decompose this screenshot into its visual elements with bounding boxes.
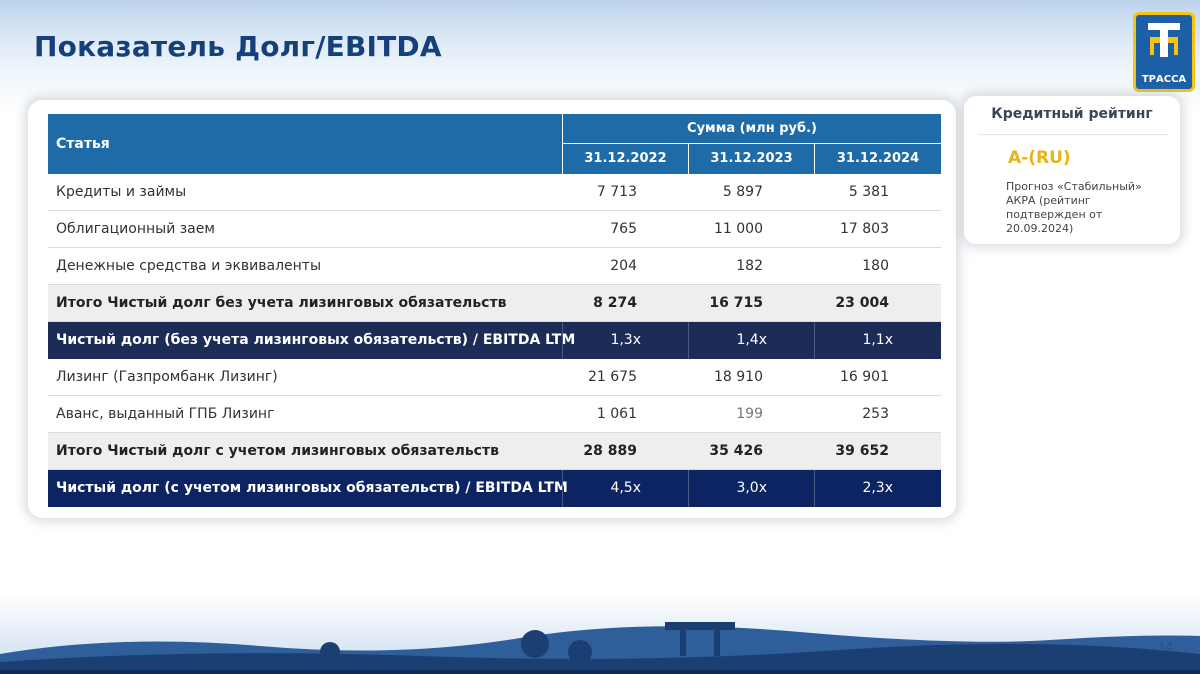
row-value: 180 xyxy=(862,258,889,274)
table-row-ratio: Чистый долг (с учетом лизинговых обязате… xyxy=(48,470,941,507)
logo-text: ТРАССА xyxy=(1141,74,1187,85)
row-value: 18 910 xyxy=(714,369,763,385)
row-value: 3,0x xyxy=(736,480,767,496)
header-summa: Сумма (млн руб.) xyxy=(563,114,941,143)
column-divider xyxy=(814,322,815,359)
trassa-logo: ТРАССА xyxy=(1133,12,1195,92)
header-date-2024: 31.12.2024 xyxy=(815,144,941,174)
table-row: Облигационный заем 765 11 000 17 803 xyxy=(48,211,941,248)
row-value: 1 061 xyxy=(596,406,637,422)
table-row: Кредиты и займы 7 713 5 897 5 381 xyxy=(48,174,941,211)
rating-description: Прогноз «Стабильный» АКРА (рейтинг подтв… xyxy=(1006,180,1142,235)
row-value: 5 897 xyxy=(722,184,763,200)
table-row: Лизинг (Газпромбанк Лизинг) 21 675 18 91… xyxy=(48,359,941,396)
row-label: Итого Чистый долг с учетом лизинговых об… xyxy=(56,443,499,459)
row-value: 23 004 xyxy=(835,295,889,311)
row-label: Лизинг (Газпромбанк Лизинг) xyxy=(56,369,278,385)
row-value: 8 274 xyxy=(593,295,637,311)
rating-value: A-(RU) xyxy=(1008,148,1071,168)
row-value: 199 xyxy=(736,406,763,422)
page-number: 14 xyxy=(1158,640,1174,654)
row-value: 2,3x xyxy=(862,480,893,496)
row-label: Итого Чистый долг без учета лизинговых о… xyxy=(56,295,507,311)
row-value: 28 889 xyxy=(583,443,637,459)
table-row: Аванс, выданный ГПБ Лизинг 1 061 199 253 xyxy=(48,396,941,433)
debt-table-card: Статья Сумма (млн руб.) 31.12.2022 31.12… xyxy=(28,100,956,518)
column-divider xyxy=(688,470,689,507)
row-value: 21 675 xyxy=(588,369,637,385)
debt-ebitda-table: Статья Сумма (млн руб.) 31.12.2022 31.12… xyxy=(48,114,941,507)
table-row-total: Итого Чистый долг без учета лизинговых о… xyxy=(48,285,941,322)
column-divider xyxy=(562,322,563,359)
table-row-total: Итого Чистый долг с учетом лизинговых об… xyxy=(48,433,941,470)
table-row-ratio: Чистый долг (без учета лизинговых обязат… xyxy=(48,322,941,359)
footer-landscape-illustration xyxy=(0,594,1200,674)
row-value: 204 xyxy=(610,258,637,274)
row-label: Чистый долг (с учетом лизинговых обязате… xyxy=(56,480,568,496)
row-value: 253 xyxy=(862,406,889,422)
credit-rating-card: Кредитный рейтинг A-(RU) Прогноз «Стабил… xyxy=(964,96,1180,244)
row-value: 1,1x xyxy=(862,332,893,348)
column-divider xyxy=(814,470,815,507)
row-label: Облигационный заем xyxy=(56,221,215,237)
logo-emblem-icon xyxy=(1148,23,1180,57)
row-value: 39 652 xyxy=(835,443,889,459)
row-value: 17 803 xyxy=(840,221,889,237)
row-value: 182 xyxy=(736,258,763,274)
row-value: 765 xyxy=(610,221,637,237)
table-row: Денежные средства и эквиваленты 204 182 … xyxy=(48,248,941,285)
row-value: 35 426 xyxy=(709,443,763,459)
row-value: 1,3x xyxy=(610,332,641,348)
top-gradient-band xyxy=(0,0,1200,110)
column-divider xyxy=(562,470,563,507)
row-label: Чистый долг (без учета лизинговых обязат… xyxy=(56,332,576,348)
table-header: Статья Сумма (млн руб.) 31.12.2022 31.12… xyxy=(48,114,941,174)
header-date-2022: 31.12.2022 xyxy=(563,144,688,174)
column-divider xyxy=(688,322,689,359)
rating-title: Кредитный рейтинг xyxy=(991,106,1153,122)
header-statya: Статья xyxy=(48,114,562,174)
page-title: Показатель Долг/EBITDA xyxy=(34,30,442,63)
row-value: 4,5x xyxy=(610,480,641,496)
row-value: 5 381 xyxy=(848,184,889,200)
row-value: 7 713 xyxy=(596,184,637,200)
row-label: Кредиты и займы xyxy=(56,184,187,200)
row-value: 11 000 xyxy=(714,221,763,237)
header-date-2023: 31.12.2023 xyxy=(689,144,814,174)
row-value: 16 901 xyxy=(840,369,889,385)
row-label: Денежные средства и эквиваленты xyxy=(56,258,322,274)
row-value: 16 715 xyxy=(709,295,763,311)
row-value: 1,4x xyxy=(736,332,767,348)
rating-divider xyxy=(978,134,1168,135)
row-label: Аванс, выданный ГПБ Лизинг xyxy=(56,406,275,422)
